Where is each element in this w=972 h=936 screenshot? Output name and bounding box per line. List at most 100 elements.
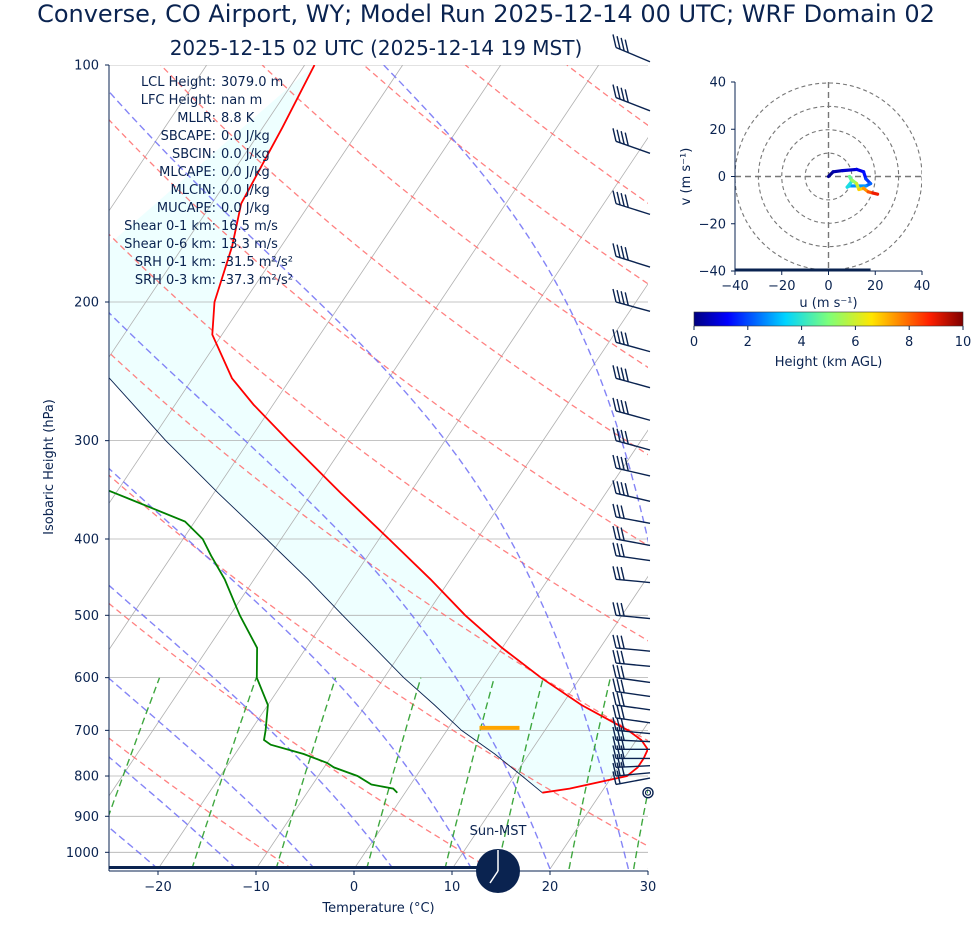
wind-barb-flag <box>612 503 617 518</box>
x-tick-label: 20 <box>542 880 559 895</box>
wind-barb-flag <box>620 399 625 414</box>
wind-barb-flag <box>616 398 621 413</box>
dry-adiabat <box>160 65 648 456</box>
wind-barb-flag <box>620 482 625 496</box>
wind-barb-flag <box>612 634 617 649</box>
wind-barb-flag <box>612 128 617 142</box>
stat-label: MLCIN: <box>171 183 216 198</box>
parcel-profile-line <box>109 377 543 794</box>
wind-barb-shaft <box>615 140 651 154</box>
moist-adiabat <box>109 677 316 869</box>
y-tick-label: 300 <box>74 434 99 449</box>
wind-barb-shaft <box>615 96 651 112</box>
wind-barb-flag <box>616 762 621 776</box>
isotherm-line <box>109 65 502 651</box>
wind-barb-flag <box>612 754 617 768</box>
colorbar-label: Height (km AGL) <box>775 355 883 370</box>
hodo-y-tick-label: −20 <box>699 217 726 232</box>
wind-barb-flag <box>616 736 621 750</box>
wind-barb-flag <box>620 37 625 52</box>
mixing-ratio-line <box>275 677 337 869</box>
wind-barb-shaft <box>615 739 651 743</box>
stat-value: 8.8 K <box>221 111 255 126</box>
x-axis-label: Temperature (°C) <box>321 901 434 916</box>
wind-barb-flag <box>620 705 625 720</box>
wind-barb <box>612 503 651 525</box>
wind-barb <box>612 397 651 421</box>
wind-barb-flag <box>616 244 621 258</box>
mixing-ratio-line <box>191 677 257 869</box>
wind-barb-flag <box>620 291 625 305</box>
wind-barb-flag <box>612 329 617 343</box>
wind-barb-flag <box>620 679 625 693</box>
y-tick-label: 700 <box>74 724 99 739</box>
wind-barb-shaft <box>615 492 651 502</box>
stat-label: SBCIN: <box>172 147 216 162</box>
stat-value: 0.0 J/kg <box>221 147 270 162</box>
wind-barb-flag <box>612 736 617 750</box>
wind-barb-flag <box>612 243 617 257</box>
wind-barb-shaft <box>615 516 651 525</box>
stat-label: MLCAPE: <box>159 165 216 180</box>
wind-barb-shaft <box>615 578 651 584</box>
wind-barb-flag <box>620 753 625 768</box>
dry-adiabat <box>109 474 648 847</box>
wind-barb-shaft <box>615 341 651 353</box>
wind-barb-flag <box>612 34 617 48</box>
wind-barb <box>612 678 651 698</box>
wind-barb <box>612 736 650 751</box>
x-tick-label: −20 <box>144 880 171 895</box>
wind-barb-flag <box>616 717 621 731</box>
wind-barb-flag <box>620 745 625 759</box>
wind-barb-flag <box>620 429 625 444</box>
wind-barb-flag <box>620 566 625 581</box>
wind-barb-shaft <box>615 467 651 477</box>
wind-barb-flag <box>616 745 621 759</box>
calm-wind-marker <box>642 787 654 799</box>
mixing-ratio-line <box>444 677 495 869</box>
wind-barb-shaft <box>615 704 651 711</box>
wind-barb <box>612 34 651 63</box>
sun-label: Sun-MST <box>470 824 527 839</box>
wind-barb-flag <box>620 762 625 776</box>
hodo-segment <box>871 191 880 196</box>
stat-label: LCL Height: <box>141 75 216 90</box>
wind-barb-flag <box>616 770 621 784</box>
wind-barb-shaft <box>615 729 651 735</box>
isotherm-line <box>109 65 306 358</box>
wind-barb <box>612 427 651 451</box>
hodo-x-tick-label: 40 <box>914 279 931 294</box>
wind-barb-flag <box>620 635 625 649</box>
chart-title: Converse, CO Airport, WY; Model Run 2025… <box>37 0 935 28</box>
y-tick-label: 400 <box>74 533 99 548</box>
wind-barb <box>612 649 651 668</box>
y-tick-label: 500 <box>74 609 99 624</box>
wind-barb <box>612 288 651 313</box>
wind-barb-flag <box>616 526 621 540</box>
wind-barb-flag <box>624 401 629 415</box>
hodo-y-tick-label: 40 <box>709 76 726 91</box>
colorbar-tick-label: 6 <box>851 335 859 350</box>
isotherm-line <box>0 65 11 869</box>
y-tick-label: 800 <box>74 770 99 785</box>
stat-value: nan m <box>221 93 262 108</box>
wind-barb-flag <box>616 289 621 304</box>
stat-label: Shear 0-1 km: <box>124 219 216 234</box>
wind-barb-flag <box>616 665 621 679</box>
hodo-x-label: u (m s⁻¹) <box>799 296 857 311</box>
hodo-x-tick-label: 0 <box>824 279 832 294</box>
wind-barb-flag <box>616 504 621 518</box>
stat-label: SBCAPE: <box>161 129 216 144</box>
wind-barb <box>612 770 651 786</box>
hodo-segment <box>840 167 859 173</box>
wind-barb-flag <box>616 727 621 741</box>
wind-barb-flag <box>624 292 629 306</box>
wind-barb-shaft <box>615 410 651 421</box>
wind-barb-flag <box>624 132 629 146</box>
stat-value: -37.3 m²/s² <box>221 273 293 288</box>
wind-barb <box>612 454 651 477</box>
colorbar <box>693 311 964 327</box>
stat-value: -31.5 m²/s² <box>221 255 293 270</box>
wind-barb-flag <box>620 131 625 145</box>
isotherm-line <box>647 868 648 869</box>
